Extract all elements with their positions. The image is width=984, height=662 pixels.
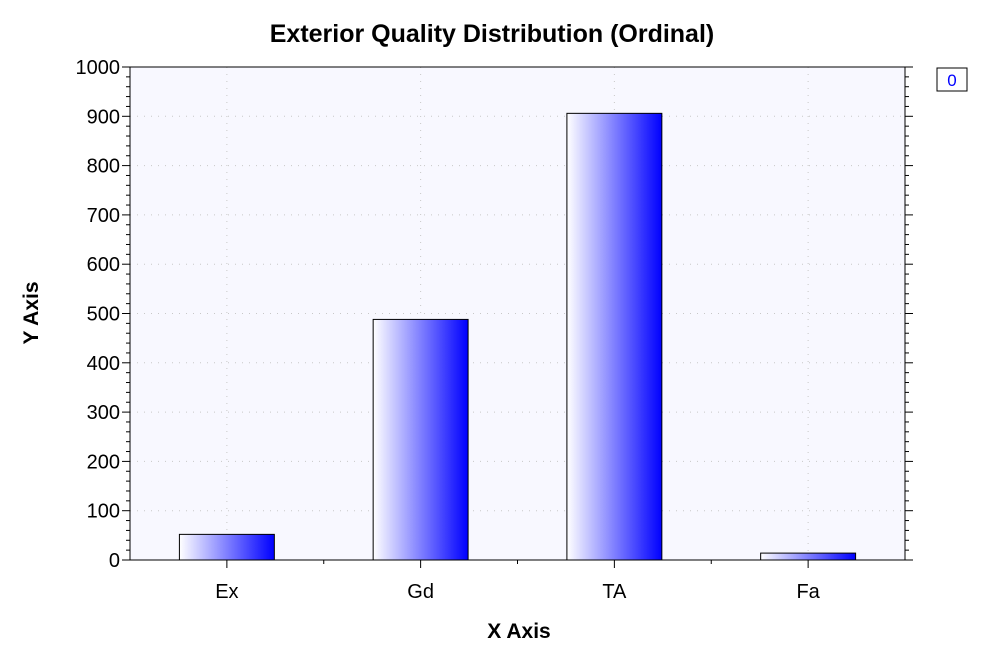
y-tick-label: 0 <box>109 550 120 572</box>
bar-fa <box>760 552 857 561</box>
bars <box>178 112 857 561</box>
x-tick-labels: Ex Gd TA Fa <box>215 581 820 603</box>
y-tick-label: 400 <box>87 353 120 375</box>
y-tick-label: 500 <box>87 304 120 326</box>
y-tick-label: 800 <box>87 156 120 178</box>
x-tick-label: Fa <box>796 581 820 603</box>
plot-area <box>130 67 905 560</box>
x-axis-label: X Axis <box>487 620 550 643</box>
y-tick-label: 1000 <box>76 57 121 79</box>
legend: 0 <box>936 67 968 92</box>
x-tick-label: TA <box>602 581 627 603</box>
axis-ticks <box>122 66 913 568</box>
y-tick-label: 600 <box>87 254 120 276</box>
y-tick-label: 100 <box>87 501 120 523</box>
y-axis-label: Y Axis <box>20 281 43 344</box>
y-tick-label: 200 <box>87 451 120 473</box>
legend-box <box>936 67 968 92</box>
x-tick-label: Gd <box>407 581 434 603</box>
y-tick-label: 700 <box>87 205 120 227</box>
y-tick-labels: 0 100 200 300 400 500 600 700 800 900 1000 <box>76 57 121 572</box>
chart-title: Exterior Quality Distribution (Ordinal) <box>270 20 714 48</box>
bar-ex <box>178 533 275 561</box>
bar-gd <box>372 318 469 561</box>
y-tick-label: 300 <box>87 402 120 424</box>
x-tick-label: Ex <box>215 581 238 603</box>
legend-entry: 0 <box>947 71 956 90</box>
y-tick-label: 900 <box>87 106 120 128</box>
bar-ta <box>566 112 663 561</box>
